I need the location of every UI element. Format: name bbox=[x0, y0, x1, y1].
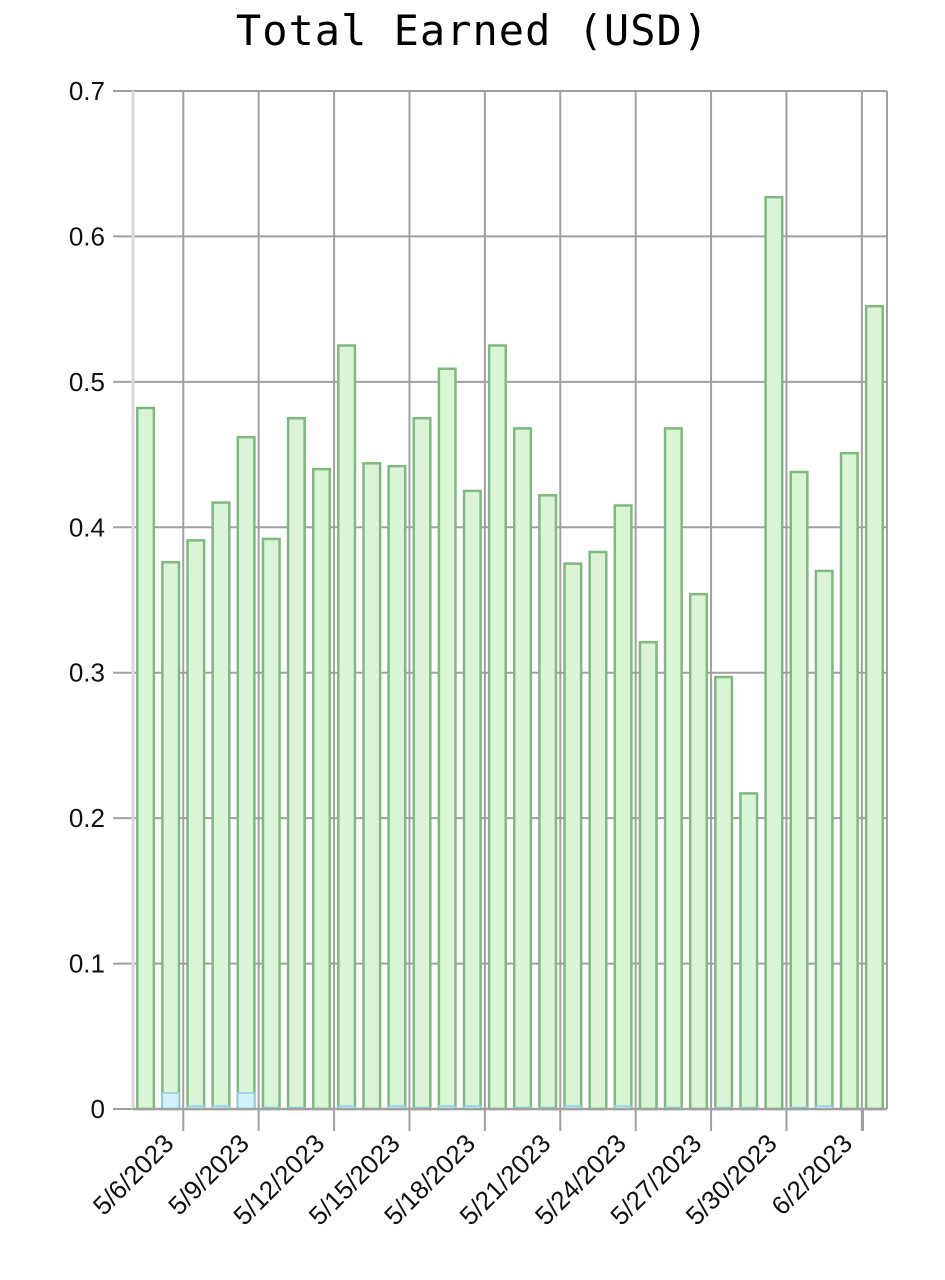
y-tick-label: 0.7 bbox=[69, 76, 105, 106]
y-tick-label: 0.3 bbox=[69, 658, 105, 688]
bar-5/15/2023 bbox=[387, 464, 407, 1111]
bar-5/6/2023 bbox=[161, 560, 181, 1111]
y-tick-labels: 0 0.1 0.2 0.3 0.4 0.5 0.6 0.7 bbox=[69, 76, 105, 1124]
bar-5/22/2023 bbox=[563, 562, 583, 1111]
x-tick-label: 6/2/2023 bbox=[765, 1128, 858, 1221]
bar-5/10/2023 bbox=[261, 537, 281, 1111]
bar-5/21/2023 bbox=[538, 494, 558, 1111]
bar-5/14/2023 bbox=[362, 462, 382, 1111]
grid-lines bbox=[133, 90, 888, 1110]
y-tick-label: 0.4 bbox=[69, 512, 105, 542]
bar-5/13/2023 bbox=[337, 344, 357, 1111]
bar-5/28/2023 bbox=[714, 675, 734, 1111]
bar-5/16/2023 bbox=[412, 416, 432, 1111]
y-tick-label: 0 bbox=[91, 1094, 105, 1124]
bar-6/3/2023 bbox=[864, 304, 884, 1111]
bars bbox=[136, 195, 884, 1111]
bar-5/8/2023 bbox=[211, 501, 231, 1111]
bar-5/19/2023 bbox=[487, 344, 507, 1111]
bar-5/31/2023 bbox=[789, 470, 809, 1111]
bar-6/2/2023 bbox=[839, 451, 859, 1111]
bar-5/18/2023 bbox=[462, 489, 482, 1111]
bar-5/12/2023 bbox=[311, 467, 332, 1111]
y-tick-label: 0.2 bbox=[69, 803, 105, 833]
bar-5/24/2023 bbox=[613, 504, 633, 1111]
bar-5/7/2023 bbox=[186, 539, 206, 1111]
bar-5/26/2023 bbox=[663, 427, 683, 1111]
bar-6/1/2023 bbox=[814, 569, 834, 1111]
bar-5/17/2023 bbox=[437, 367, 457, 1111]
bar-5/29/2023 bbox=[739, 792, 759, 1111]
x-tick-label: 5/6/2023 bbox=[87, 1128, 180, 1221]
bar-5/20/2023 bbox=[513, 427, 533, 1111]
bar-5/11/2023 bbox=[286, 416, 306, 1111]
y-tick-label: 0.6 bbox=[69, 221, 105, 251]
bar-5/5/2023 bbox=[136, 406, 156, 1111]
chart-title: Total Earned (USD) bbox=[235, 6, 710, 55]
bar-5/9/2023 bbox=[236, 435, 256, 1111]
bar-5/23/2023 bbox=[588, 550, 608, 1111]
y-tick-label: 0.1 bbox=[69, 949, 105, 979]
y-tick-label: 0.5 bbox=[69, 367, 105, 397]
bar-5/25/2023 bbox=[638, 640, 658, 1111]
bar-5/27/2023 bbox=[688, 592, 709, 1111]
bar-5/30/2023 bbox=[764, 195, 784, 1111]
x-tick-labels: 5/6/20235/9/20235/12/20235/15/20235/18/2… bbox=[87, 1128, 858, 1231]
bar-secondary-5/6/2023 bbox=[161, 1092, 180, 1110]
axes bbox=[113, 90, 887, 1131]
bar-secondary-5/9/2023 bbox=[237, 1092, 256, 1110]
